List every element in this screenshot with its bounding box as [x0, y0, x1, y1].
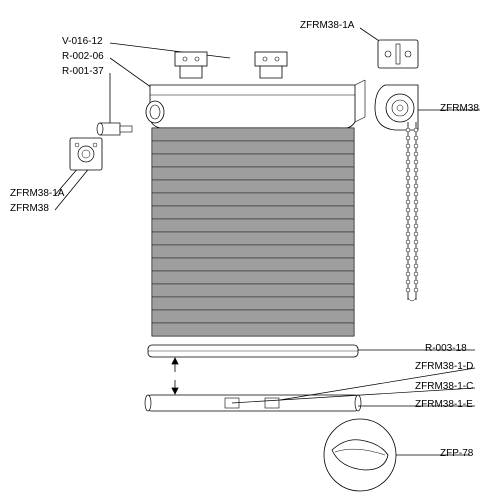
label-zfrm381c: ZFRM38-1-C: [415, 381, 473, 392]
bracket-top-left: [175, 52, 207, 78]
headrail: [150, 80, 365, 128]
label-r00206: R-002-06: [62, 51, 104, 62]
label-zfrm381e: ZFRM38-1-E: [415, 399, 473, 410]
label-zfrm381a-right: ZFRM38-1A: [300, 20, 354, 31]
bracket-top-right: [255, 52, 287, 78]
label-zfp78: ZFP-78: [440, 448, 473, 459]
pin-left: [97, 123, 132, 135]
bottom-bar: [148, 345, 358, 357]
clutch-right: [375, 85, 418, 130]
label-v01612: V-016-12: [62, 36, 103, 47]
assembly-arrows: [172, 358, 178, 394]
blind-slats: [152, 128, 354, 336]
lower-rail: [145, 395, 361, 411]
idler-bracket-left: [70, 138, 102, 170]
label-r00137: R-001-37: [62, 66, 104, 77]
label-zfrm38-left: ZFRM38: [10, 203, 49, 214]
label-zfrm381a-left: ZFRM38-1A: [10, 188, 64, 199]
label-zfrm38-right: ZFRM38: [440, 103, 479, 114]
label-r00318: R-003-18: [425, 343, 467, 354]
label-zfrm381d: ZFRM38-1-D: [415, 361, 473, 372]
tube-end-left: [146, 101, 164, 123]
bracket-right-top: [378, 40, 418, 68]
